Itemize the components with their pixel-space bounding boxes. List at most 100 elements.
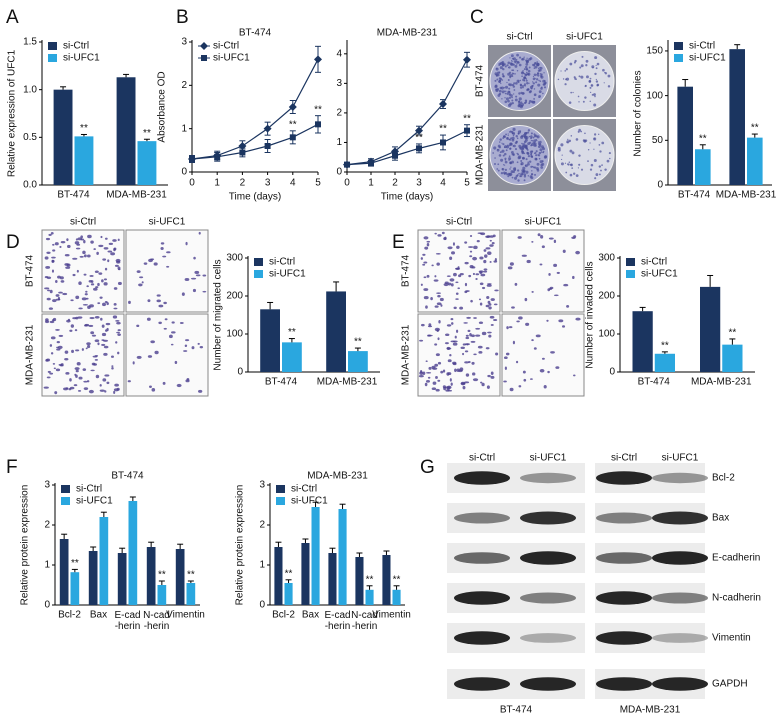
colony <box>507 134 509 137</box>
y-tick-label: 0 <box>657 180 663 191</box>
y-axis-label: Relative expression of UFC1 <box>7 49 18 177</box>
bar <box>301 543 310 605</box>
cell <box>50 231 54 235</box>
cell <box>436 302 442 306</box>
colony <box>584 132 586 135</box>
column-label: si-Ctrl <box>469 453 495 464</box>
colony <box>518 97 522 101</box>
x-tick-label: Vimentin <box>372 610 411 621</box>
colony <box>521 145 524 148</box>
error-bar <box>383 550 390 555</box>
colony <box>506 92 509 95</box>
colony <box>591 84 593 86</box>
colony <box>524 164 527 167</box>
colony <box>524 138 528 142</box>
colony <box>508 96 512 99</box>
y-tick-label: 1 <box>44 560 50 571</box>
legend-label: si-UFC1 <box>269 269 306 280</box>
cell-line-label: BT-474 <box>500 705 533 716</box>
cell <box>420 283 423 287</box>
protein-label: Vimentin <box>712 633 751 644</box>
cell <box>147 355 153 358</box>
colony <box>578 75 581 78</box>
cell <box>136 355 142 359</box>
colony <box>528 160 532 163</box>
cell <box>451 251 456 255</box>
error-bar <box>187 580 194 583</box>
error-bar <box>61 533 68 539</box>
colony <box>538 157 541 160</box>
colony <box>525 101 527 104</box>
series-line <box>346 130 468 166</box>
colony <box>511 101 514 105</box>
cell <box>60 240 66 244</box>
cell <box>163 327 167 330</box>
y-tick-label: 150 <box>646 46 663 57</box>
cell <box>162 255 167 258</box>
legend-swatch <box>48 42 57 50</box>
x-tick-label: MDA-MB-231 <box>716 190 777 201</box>
colony <box>519 79 522 82</box>
cell <box>56 348 61 351</box>
cell <box>101 279 104 283</box>
error-bar <box>143 138 150 142</box>
cell <box>484 254 488 258</box>
x-tick-label: BT-474 <box>638 377 671 388</box>
cell <box>75 374 78 378</box>
colony <box>526 59 529 62</box>
image-bg <box>125 229 209 313</box>
colony <box>533 97 536 100</box>
colony <box>515 174 518 178</box>
row-label: MDA-MB-231 <box>401 324 412 385</box>
error-bar <box>285 579 292 583</box>
cell <box>115 341 118 344</box>
colony <box>513 176 518 180</box>
colony <box>589 86 592 89</box>
marker <box>439 100 447 109</box>
colony <box>506 173 509 176</box>
cell <box>181 292 185 296</box>
cell <box>439 297 444 302</box>
bar <box>392 589 401 605</box>
cell <box>69 378 72 382</box>
colony <box>519 86 523 89</box>
chart-title: MDA-MB-231 <box>377 28 438 39</box>
colony <box>505 90 507 92</box>
cell <box>553 239 557 244</box>
colony <box>512 127 516 131</box>
cell <box>110 252 116 256</box>
cell <box>449 278 455 282</box>
colony <box>532 77 536 81</box>
cell <box>430 297 433 301</box>
cell <box>191 346 195 350</box>
x-tick-label: E-cad -herin <box>324 610 350 632</box>
colony <box>516 60 519 64</box>
y-axis-label: Number of colonies <box>633 70 644 156</box>
y-tick-label: 2 <box>259 520 265 531</box>
cell <box>531 241 534 243</box>
plate <box>554 125 615 185</box>
cell <box>75 247 81 250</box>
cell <box>438 319 441 324</box>
cell <box>146 317 151 321</box>
colony <box>537 83 541 87</box>
cell <box>139 276 144 279</box>
cell <box>52 243 55 246</box>
cell <box>543 384 547 389</box>
colony <box>539 73 542 75</box>
legend-label: si-UFC1 <box>641 269 678 280</box>
colony <box>511 136 515 140</box>
bar <box>632 311 653 372</box>
colony <box>536 63 540 67</box>
cell <box>193 256 196 260</box>
colony <box>524 85 527 87</box>
cell <box>447 246 453 250</box>
y-tick-label: 200 <box>226 291 243 302</box>
colony <box>503 135 506 139</box>
cell <box>437 379 441 382</box>
colony <box>509 147 512 150</box>
cell <box>88 324 94 328</box>
y-tick-label: 100 <box>598 329 615 340</box>
colony <box>519 174 523 178</box>
colony <box>522 92 525 95</box>
